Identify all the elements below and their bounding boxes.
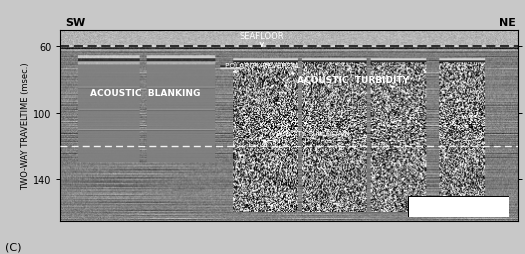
Text: SW: SW (66, 18, 86, 28)
Text: NE: NE (499, 18, 516, 28)
Text: (C): (C) (5, 242, 22, 251)
Y-axis label: TWO-WAY TRAVELTIME (msec.): TWO-WAY TRAVELTIME (msec.) (21, 62, 30, 189)
Text: ACOUSTIC  BLANKING: ACOUSTIC BLANKING (90, 89, 200, 98)
Text: ACOUSTIC  TURBIDITY: ACOUSTIC TURBIDITY (297, 76, 410, 85)
Text: POLARITY REVERSAL: POLARITY REVERSAL (225, 62, 300, 73)
Text: VELOCITY PULLDOWN: VELOCITY PULLDOWN (264, 131, 350, 143)
Text: SEAFLOOR: SEAFLOOR (239, 32, 284, 47)
